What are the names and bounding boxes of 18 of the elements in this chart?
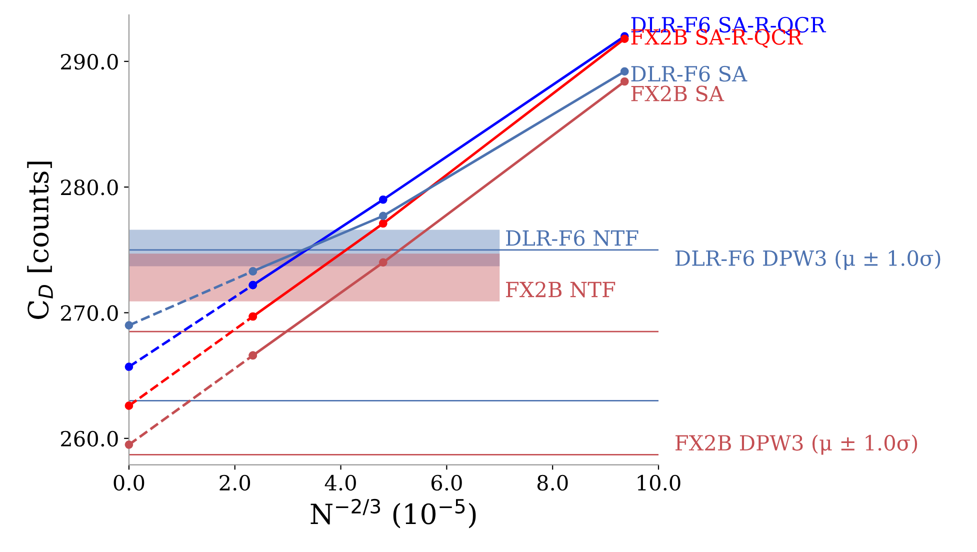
x-tick-label: 4.0: [324, 474, 356, 491]
y-tick-label: 270.0: [61, 305, 118, 321]
x-tick-label: 0.0: [114, 474, 144, 491]
ref-line-label: DLR-F6 DPW3 (μ ± 1.0σ): [676, 250, 940, 270]
series-label: FX2B SA: [631, 86, 724, 102]
x-tick-label: 10.0: [638, 474, 680, 491]
x-axis-title: N$^{−2/3}$ (10$^{−5}$): [310, 498, 476, 528]
band-label: FX2B NTF: [506, 282, 616, 298]
y-tick-label: 260.0: [61, 430, 118, 447]
ref-line-label: FX2B DPW3 (μ ± 1.0σ): [676, 434, 918, 455]
y-tick-label: 290.0: [61, 54, 118, 70]
y-axis-title: C$_{D}$ [counts]: [27, 162, 53, 319]
band-label: DLR-F6 NTF: [506, 230, 638, 246]
y-tick-label: 280.0: [61, 180, 118, 196]
x-tick-label: 6.0: [432, 474, 462, 491]
series-label: DLR-F6 SA: [631, 66, 748, 82]
x-tick-label: 8.0: [537, 474, 568, 491]
x-tick-label: 2.0: [220, 474, 250, 491]
